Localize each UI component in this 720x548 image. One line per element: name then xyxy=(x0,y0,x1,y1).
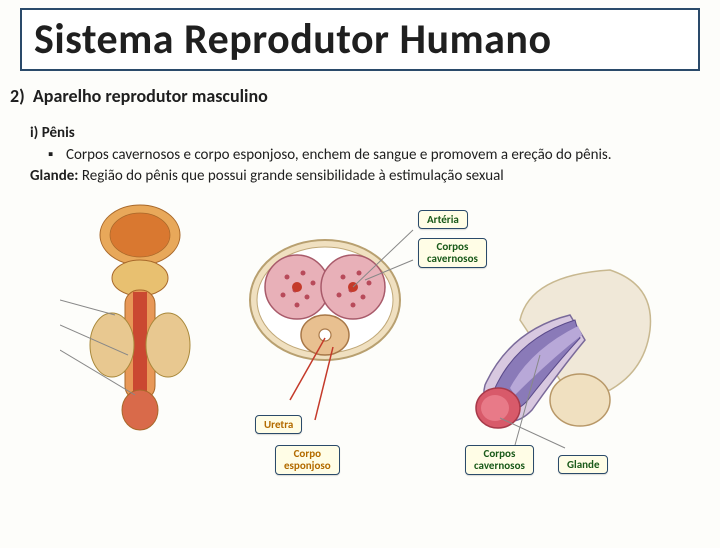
glande-line: Glande: Região do pênis que possui grand… xyxy=(30,166,690,186)
glande-text: Região do pênis que possui grande sensib… xyxy=(82,167,504,185)
label-corpo-esponjoso: Corpo esponjoso xyxy=(275,445,340,475)
subsection-heading: i) Pênis xyxy=(30,123,690,143)
title-container: Sistema Reprodutor Humano xyxy=(20,8,700,71)
section-number: 2) xyxy=(10,85,25,107)
figure-sagittal xyxy=(460,260,660,450)
label-arteria: Artéria xyxy=(418,210,468,229)
figure-cross-section xyxy=(235,225,415,425)
bullet-icon: ▪ xyxy=(48,145,66,165)
label-corpos-cavernosos-2: Corpos cavernosos xyxy=(465,445,534,475)
figure-area: Artéria Corpos cavernosos Uretra Corpo e… xyxy=(20,200,700,500)
label-corpos-cavernosos-1: Corpos cavernosos xyxy=(418,238,487,268)
bullet-item: ▪ Corpos cavernosos e corpo esponjoso, e… xyxy=(48,145,690,165)
section-heading: 2) Aparelho reprodutor masculino xyxy=(10,85,710,107)
section-title: Aparelho reprodutor masculino xyxy=(33,85,268,107)
bullet-text: Corpos cavernosos e corpo esponjoso, enc… xyxy=(66,145,690,165)
glande-label: Glande: xyxy=(30,167,78,185)
label-uretra: Uretra xyxy=(255,415,302,434)
label-glande: Glande xyxy=(558,455,608,474)
figure-frontal xyxy=(60,200,220,450)
content-block: i) Pênis ▪ Corpos cavernosos e corpo esp… xyxy=(30,123,690,186)
page-title: Sistema Reprodutor Humano xyxy=(34,14,686,65)
